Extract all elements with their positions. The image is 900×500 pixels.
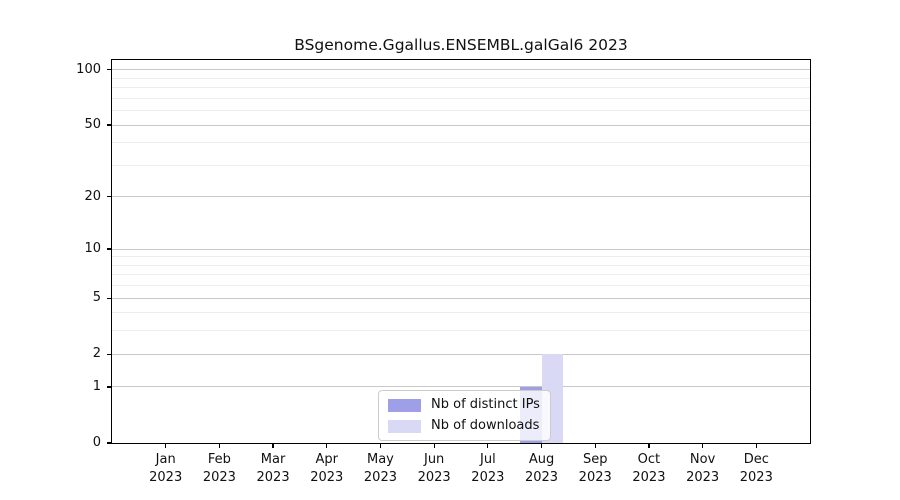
y-tick: [107, 442, 111, 444]
x-tick: [594, 444, 596, 448]
gridline-minor: [112, 312, 810, 314]
gridline-minor: [112, 142, 810, 144]
y-tick: [107, 353, 111, 355]
gridline-major: [112, 297, 810, 299]
x-tick: [379, 444, 382, 448]
gridline-minor: [112, 285, 810, 287]
y-tick-label: 0: [92, 435, 101, 450]
x-tick: [272, 444, 274, 448]
gridline-minor: [112, 87, 810, 89]
x-tick-label: Aug 2023: [524, 452, 559, 485]
gridline-major: [112, 386, 810, 388]
y-tick-label: 5: [92, 290, 101, 306]
legend-label: Nb of downloads: [431, 418, 540, 433]
x-tick: [648, 444, 650, 448]
y-tick-label: 20: [84, 188, 101, 204]
y-tick: [107, 386, 111, 388]
gridline-major: [112, 248, 810, 250]
gridline-minor: [112, 77, 810, 79]
y-tick-label: 50: [84, 117, 101, 133]
legend-swatch-icon: [388, 419, 421, 433]
x-tick: [755, 444, 757, 448]
x-tick-label: Apr 2023: [310, 452, 344, 485]
y-tick: [107, 196, 111, 198]
gridline-minor: [112, 164, 810, 166]
gridline-minor: [112, 274, 810, 276]
x-tick: [165, 444, 167, 448]
gridline-major: [112, 69, 810, 71]
x-tick-label: Jan 2023: [149, 452, 183, 485]
legend-entry: Nb of downloads: [388, 418, 540, 434]
gridline-major: [112, 124, 810, 126]
x-tick-label: Jun 2023: [417, 452, 451, 485]
y-tick: [107, 248, 111, 250]
gridline-minor: [112, 330, 810, 332]
x-tick: [433, 444, 435, 448]
legend-label: Nb of distinct IPs: [431, 397, 540, 412]
x-tick: [702, 444, 704, 448]
chart-title: BSgenome.Ggallus.ENSEMBL.galGal6 2023: [294, 36, 628, 54]
legend-entry: Nb of distinct IPs: [388, 397, 540, 413]
y-tick: [107, 69, 111, 71]
y-tick: [107, 297, 111, 299]
y-tick-label: 2: [92, 346, 101, 362]
x-tick-label: Sep 2023: [578, 452, 612, 485]
gridline-minor: [112, 110, 810, 112]
y-tick-label: 10: [84, 241, 101, 257]
gridline-minor: [112, 256, 810, 258]
y-tick: [107, 124, 111, 126]
x-tick: [487, 444, 489, 448]
x-tick-label: Jul 2023: [471, 452, 505, 485]
x-tick-label: Oct 2023: [632, 452, 666, 485]
gridline-major: [112, 196, 810, 198]
x-tick: [326, 444, 328, 448]
plot-area: Nb of distinct IPs Nb of downloads: [111, 59, 811, 444]
gridline-minor: [112, 264, 810, 266]
x-tick-label: Dec 2023: [739, 452, 773, 485]
legend: Nb of distinct IPs Nb of downloads: [378, 390, 551, 441]
gridline-minor: [112, 97, 810, 99]
x-tick: [218, 444, 220, 448]
x-tick-label: Nov 2023: [686, 452, 720, 485]
legend-swatch-icon: [388, 398, 421, 412]
y-tick-label: 100: [76, 61, 101, 77]
x-tick-label: May 2023: [363, 452, 397, 485]
x-tick-label: Feb 2023: [202, 452, 236, 485]
x-tick: [540, 444, 543, 448]
gridline-major: [112, 353, 810, 355]
x-tick-label: Mar 2023: [256, 452, 290, 485]
y-tick-label: 1: [92, 378, 101, 394]
